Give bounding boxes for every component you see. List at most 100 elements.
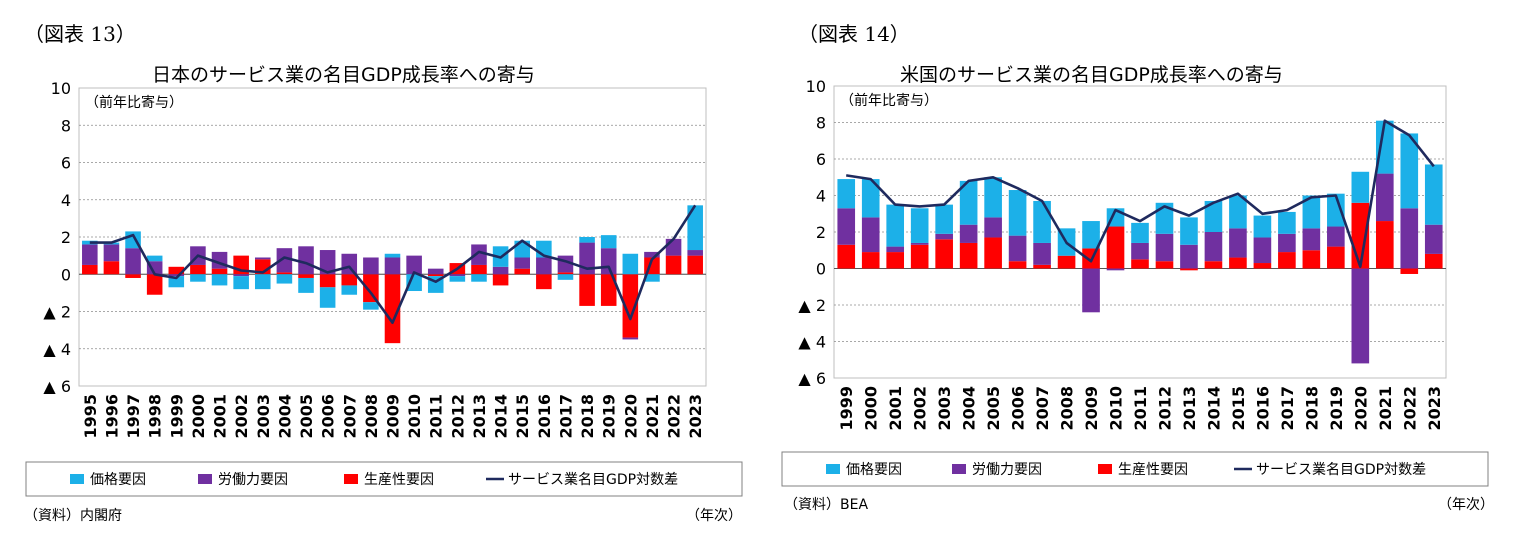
x-tick-label: 2020 [621, 394, 640, 439]
bar-price [644, 274, 660, 282]
bar-labor [384, 257, 401, 275]
bar-productivity [687, 255, 703, 275]
x-tick-label: 2003 [935, 386, 954, 431]
bar-price [319, 287, 336, 308]
x-tick-label: 2013 [1180, 386, 1199, 431]
bar-labor [254, 257, 271, 260]
x-tick-label: 2007 [1033, 386, 1052, 431]
bar-price [341, 285, 358, 295]
legend-swatch-price [70, 474, 84, 484]
bar-productivity [861, 252, 880, 269]
bar-productivity [471, 264, 487, 275]
bar-productivity [1008, 261, 1027, 269]
bar-productivity [341, 274, 358, 286]
x-tick-label: 2019 [1327, 386, 1346, 431]
bar-labor [103, 244, 120, 262]
y-axis-label: （前年比寄与） [85, 94, 183, 111]
bar-labor [427, 268, 444, 275]
bar-price [363, 302, 379, 310]
x-tick-label: 2009 [384, 394, 403, 439]
legend-label-price: 価格要因 [90, 472, 146, 488]
x-tick-label: 2004 [960, 386, 979, 431]
bar-productivity [935, 239, 953, 269]
x-tick-label: 2023 [1425, 386, 1444, 431]
bar-productivity [1204, 261, 1223, 269]
x-tick-label: 2008 [1058, 386, 1077, 431]
line-series-gdp [846, 119, 1435, 269]
legend-box [781, 451, 1489, 487]
bar-productivity [1229, 257, 1247, 269]
y-tick-label: ▲ 2 [43, 303, 71, 322]
bar-labor [959, 224, 978, 243]
bar-productivity [276, 272, 293, 275]
x-tick-label: 2001 [211, 394, 230, 439]
chart-panel-us: （図表 14） 米国のサービス業の名目GDP成長率への寄与 10 8 6 4 2 0 ▲ 2… [760, 0, 1516, 556]
x-tick-label: 2001 [886, 386, 905, 431]
x-tick-label: 2023 [686, 394, 705, 439]
bar-productivity [600, 274, 617, 306]
y-tick-label: 8 [61, 116, 71, 135]
bar-price [959, 180, 978, 225]
bar-productivity [536, 274, 552, 290]
bar-price [1229, 195, 1247, 229]
legend-label-line: サービス業名目GDP対数差 [508, 472, 678, 488]
bar-price [254, 274, 271, 290]
bar-productivity [665, 255, 682, 275]
bar-labor [1424, 224, 1443, 254]
bar-productivity [1131, 259, 1149, 269]
x-tick-label: 2022 [1400, 386, 1419, 431]
bar-labor [363, 257, 379, 275]
bar-price [600, 235, 617, 249]
bar-price [298, 277, 314, 293]
chart-svg-us: 10 8 6 4 2 0 ▲ 2 ▲ 4 ▲ 6 （前年比寄与） 1999 2000 2001 2002 2… [781, 77, 1489, 487]
bar-price [1204, 200, 1223, 232]
bar-price [1131, 222, 1149, 243]
bar-price [233, 276, 249, 290]
bar-labor [1229, 228, 1247, 258]
x-unit-label: （年次） [1438, 497, 1494, 513]
bar-labor [406, 255, 422, 275]
x-tick-label: 2011 [1131, 386, 1150, 431]
bar-productivity [384, 274, 401, 344]
bar-productivity [1400, 268, 1419, 274]
legend-swatch-labor [952, 464, 966, 474]
bar-productivity [492, 274, 509, 286]
bar-labor [886, 246, 905, 253]
x-tick-label: 2014 [1204, 386, 1223, 431]
bar-price [1327, 193, 1345, 227]
x-tick-label: 2011 [427, 394, 446, 439]
bar-labor [82, 244, 98, 265]
x-tick-label: 2021 [1376, 386, 1395, 431]
bar-labor [935, 233, 953, 240]
bar-productivity [125, 274, 141, 278]
x-tick-label: 2002 [232, 394, 251, 439]
bar-price [622, 253, 639, 275]
bar-productivity [211, 268, 228, 275]
bar-labor [910, 242, 929, 245]
x-unit-label: （年次） [686, 508, 742, 524]
bar-price [935, 204, 953, 234]
y-tick-label: ▲ 6 [798, 369, 826, 388]
bar-productivity [427, 274, 444, 277]
bar-productivity [1375, 221, 1394, 269]
y-tick-label: 2 [61, 228, 71, 247]
y-tick-label: 8 [816, 114, 826, 133]
bar-productivity [1155, 261, 1174, 269]
x-tick-label: 2017 [1278, 386, 1297, 431]
legend-swatch-productivity [344, 474, 358, 484]
bar-productivity [190, 264, 206, 275]
x-tick-label: 2022 [665, 394, 684, 439]
bar-productivity [146, 274, 163, 295]
y-tick-label: ▲ 6 [43, 377, 71, 396]
chart-title: 米国のサービス業の名目GDP成長率への寄与 [900, 64, 1283, 86]
x-tick-label: 1999 [837, 386, 856, 431]
bar-labor [536, 257, 552, 275]
x-tick-label: 1996 [102, 394, 121, 439]
bar-labor [1131, 242, 1149, 260]
legend-label-line: サービス業名目GDP対数差 [1256, 462, 1426, 478]
bar-labor [319, 250, 336, 275]
x-tick-label: 2015 [513, 394, 532, 439]
x-tick-label: 2016 [1253, 386, 1272, 431]
y-tick-label: 0 [816, 260, 826, 279]
bar-labor [837, 208, 856, 245]
